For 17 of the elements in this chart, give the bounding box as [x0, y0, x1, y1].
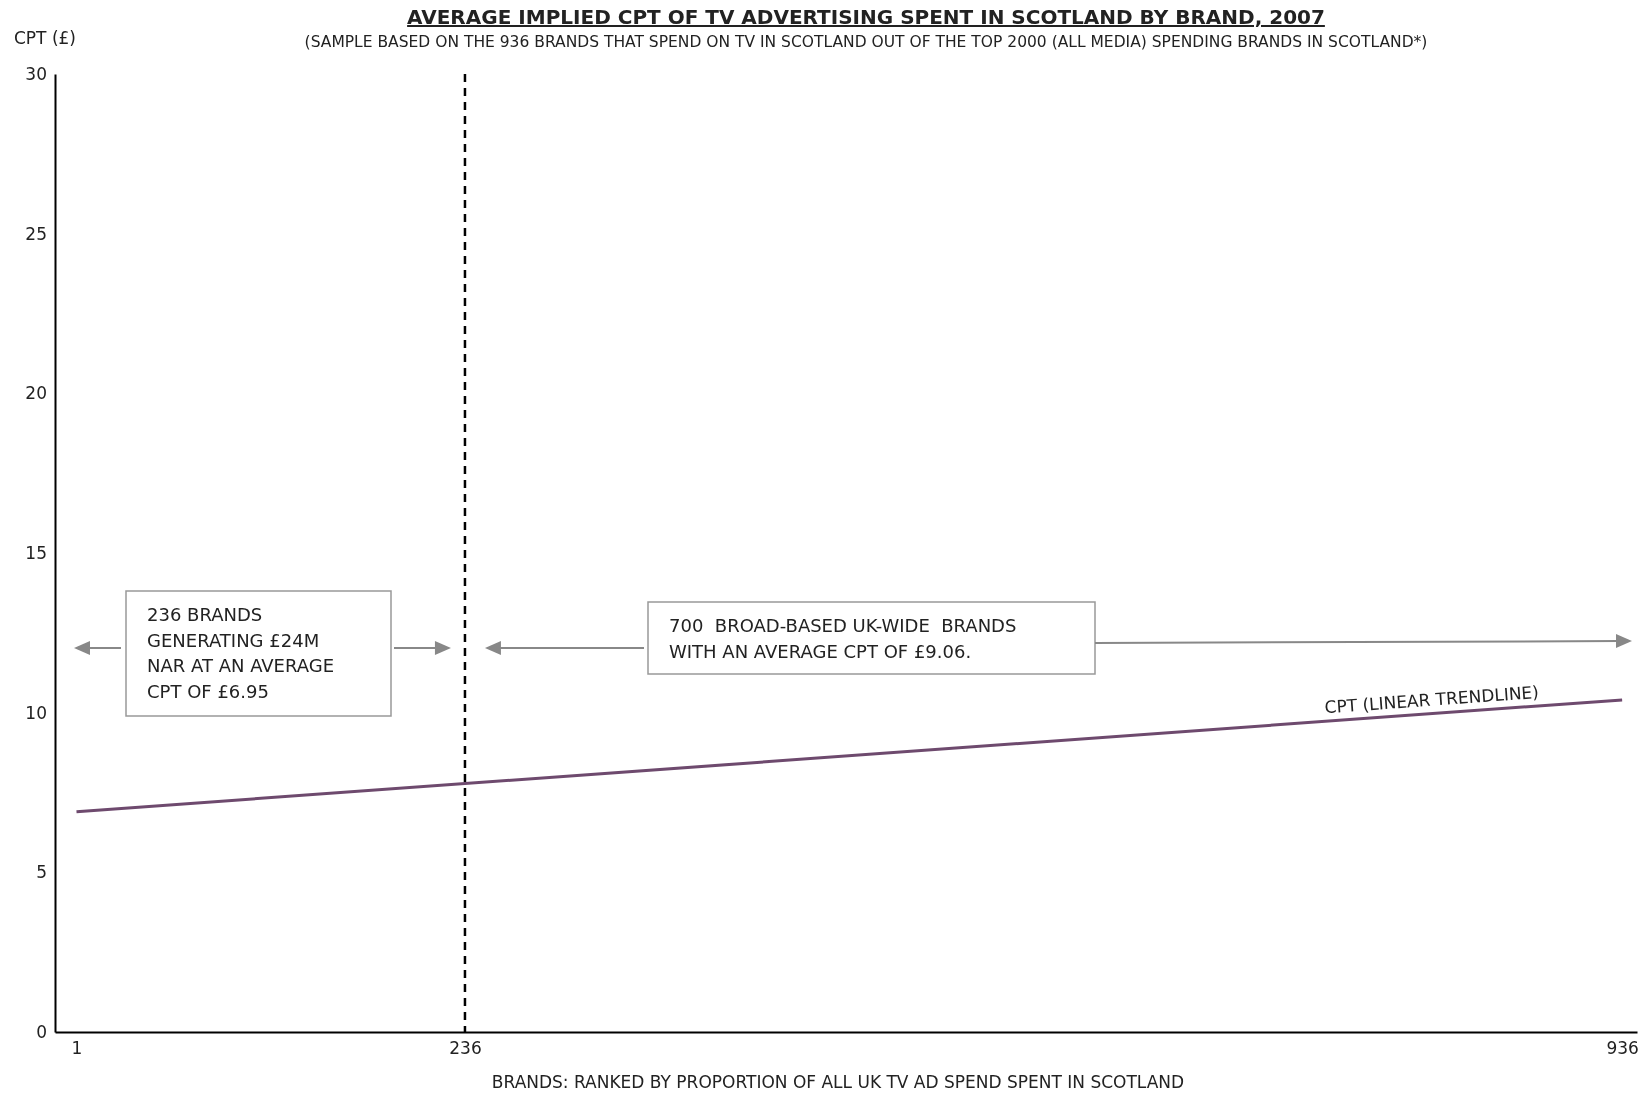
- chart-title: AVERAGE IMPLIED CPT OF TV ADVERTISING SPENT IN SCOTLAND BY BRAND, 2007: [407, 5, 1325, 29]
- x-axis-title: BRANDS: RANKED BY PROPORTION OF ALL UK TV AD SPEND SPENT IN SCOTLAND: [491, 1072, 1185, 1092]
- series-label: CPT (LINEAR TRENDLINE): [1323, 681, 1540, 718]
- x-tick-label: 1: [71, 1038, 83, 1059]
- y-tick-label: 25: [25, 223, 47, 244]
- x-tick-label: 936: [1606, 1038, 1639, 1059]
- y-tick-label: 0: [36, 1021, 47, 1042]
- chart-subtitle: (SAMPLE BASED ON THE 936 BRANDS THAT SPEND ON TV IN SCOTLAND OUT OF THE TOP 2000 (ALL MEDIA) SPENDING BRANDS IN SCOTLAND*): [304, 33, 1428, 51]
- y-tick-label: 5: [36, 862, 47, 883]
- y-tick-label: 20: [25, 383, 47, 404]
- y-axis-title: CPT (£): [14, 28, 76, 48]
- y-tick-label: 10: [25, 702, 47, 723]
- y-tick-label: 30: [25, 63, 47, 84]
- annotation: 236 BRANDS GENERATING £24M NAR AT AN AVERAGE CPT OF £6.95: [147, 604, 335, 702]
- annotation: 700 BROAD-BASED UK-WIDE BRANDS WITH AN AVERAGE CPT OF £9.06.: [669, 615, 1017, 662]
- x-tick-label: 236: [449, 1038, 482, 1059]
- y-tick-label: 15: [25, 542, 47, 563]
